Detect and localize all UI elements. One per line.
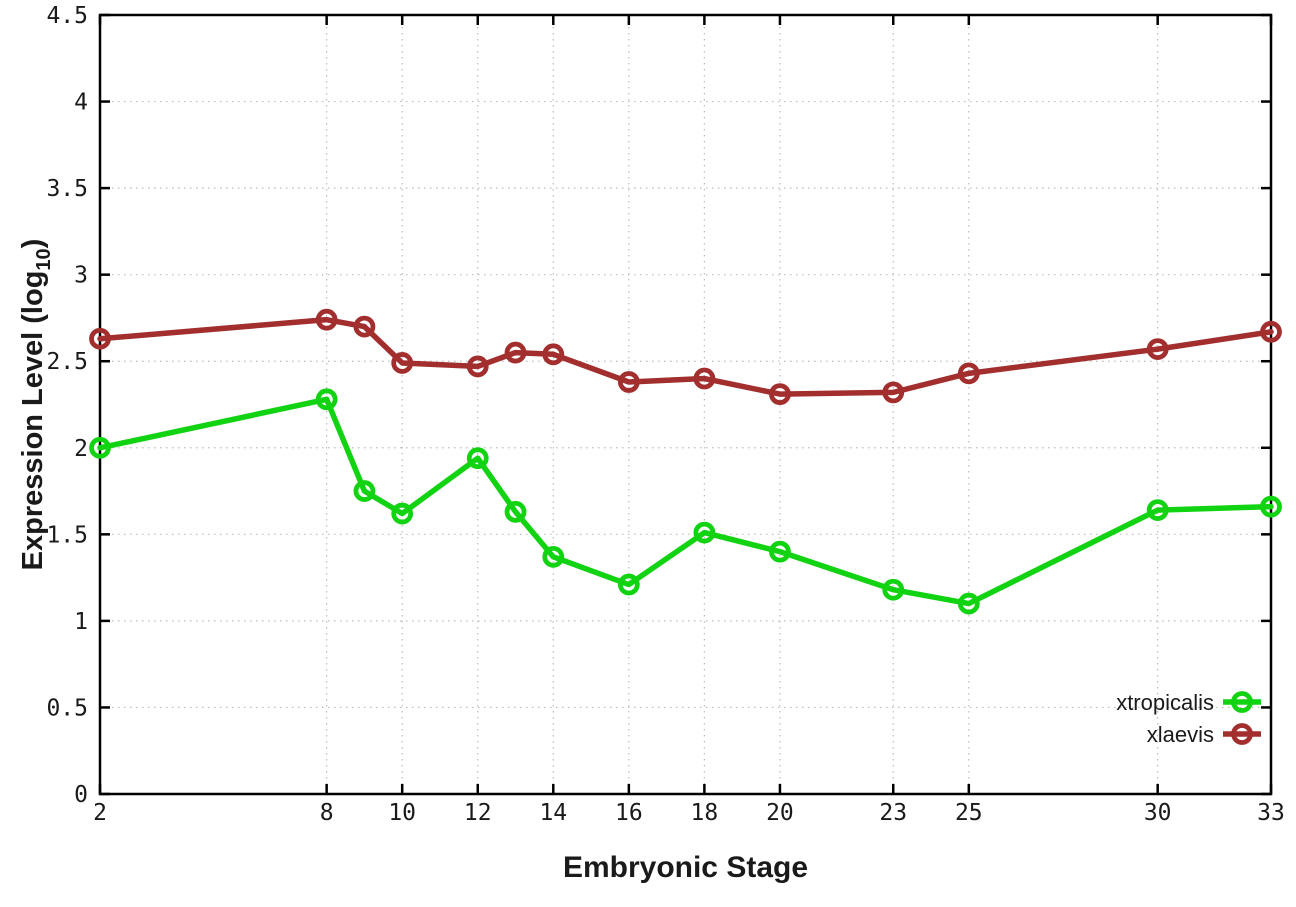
y-tick-label: 4.5 bbox=[46, 3, 88, 29]
data-point-xlaevis bbox=[504, 341, 527, 364]
legend-marker-xlaevis bbox=[1231, 723, 1253, 745]
data-point-xtropicalis bbox=[1146, 499, 1169, 521]
data-point-xtropicalis bbox=[391, 502, 414, 525]
series-line-xtropicalis bbox=[97, 396, 1274, 607]
x-tick-label: 16 bbox=[615, 800, 643, 826]
data-point-xlaevis bbox=[542, 343, 565, 366]
data-point-xtropicalis bbox=[353, 480, 376, 502]
data-point-xlaevis bbox=[466, 355, 489, 378]
x-tick-label: 33 bbox=[1257, 800, 1285, 826]
y-tick-label: 3.5 bbox=[46, 176, 88, 202]
y-tick-label: 1.5 bbox=[46, 522, 88, 548]
data-point-xlaevis bbox=[617, 371, 640, 393]
data-point-xtropicalis bbox=[466, 447, 489, 470]
y-tick-label: 0 bbox=[74, 782, 88, 808]
data-point-xlaevis bbox=[769, 383, 791, 406]
y-tick-label: 2 bbox=[74, 436, 88, 462]
data-point-xlaevis bbox=[353, 315, 376, 338]
data-point-xlaevis bbox=[1260, 320, 1282, 343]
data-point-xtropicalis bbox=[1260, 495, 1282, 518]
data-point-xtropicalis bbox=[504, 500, 527, 523]
y-tick-label: 2.5 bbox=[46, 349, 88, 375]
x-tick-label: 18 bbox=[691, 800, 719, 826]
data-point-xtropicalis bbox=[693, 521, 716, 544]
x-tick-label: 10 bbox=[388, 800, 416, 826]
data-point-xlaevis bbox=[882, 381, 905, 404]
data-point-xtropicalis bbox=[882, 578, 905, 601]
data-point-xlaevis bbox=[1146, 338, 1169, 361]
data-point-xtropicalis bbox=[315, 388, 338, 411]
x-tick-label: 2 bbox=[93, 800, 107, 826]
plot-border bbox=[98, 13, 1273, 796]
y-tick-label: 3 bbox=[74, 263, 88, 289]
data-point-xtropicalis bbox=[542, 545, 565, 568]
data-point-xtropicalis bbox=[957, 592, 980, 615]
data-point-xtropicalis bbox=[769, 540, 791, 563]
data-point-xtropicalis bbox=[89, 436, 111, 459]
x-axis-title: Embryonic Stage bbox=[563, 851, 808, 884]
x-tick-label: 12 bbox=[464, 800, 492, 826]
legend-label-xlaevis: xlaevis bbox=[1147, 722, 1214, 747]
y-tick-label: 1 bbox=[74, 609, 88, 635]
data-point-xlaevis bbox=[693, 367, 716, 390]
data-point-xlaevis bbox=[315, 308, 338, 331]
data-point-xlaevis bbox=[89, 327, 111, 350]
x-tick-label: 20 bbox=[766, 800, 794, 826]
data-point-xlaevis bbox=[391, 352, 414, 374]
series-line-xlaevis bbox=[97, 316, 1274, 397]
x-tick-label: 25 bbox=[955, 800, 983, 826]
x-tick-label: 14 bbox=[539, 800, 567, 826]
y-axis-title: Expression Level (log10) bbox=[17, 239, 55, 571]
data-point-xtropicalis bbox=[617, 573, 640, 596]
x-tick-label: 8 bbox=[320, 800, 334, 826]
legend-marker-xtropicalis bbox=[1231, 691, 1253, 713]
data-point-xlaevis bbox=[957, 362, 980, 385]
legend-label-xtropicalis: xtropicalis bbox=[1116, 690, 1214, 715]
x-tick-label: 23 bbox=[879, 800, 907, 826]
x-tick-label: 30 bbox=[1144, 800, 1172, 826]
y-tick-label: 0.5 bbox=[46, 695, 88, 721]
y-tick-label: 4 bbox=[74, 90, 88, 116]
